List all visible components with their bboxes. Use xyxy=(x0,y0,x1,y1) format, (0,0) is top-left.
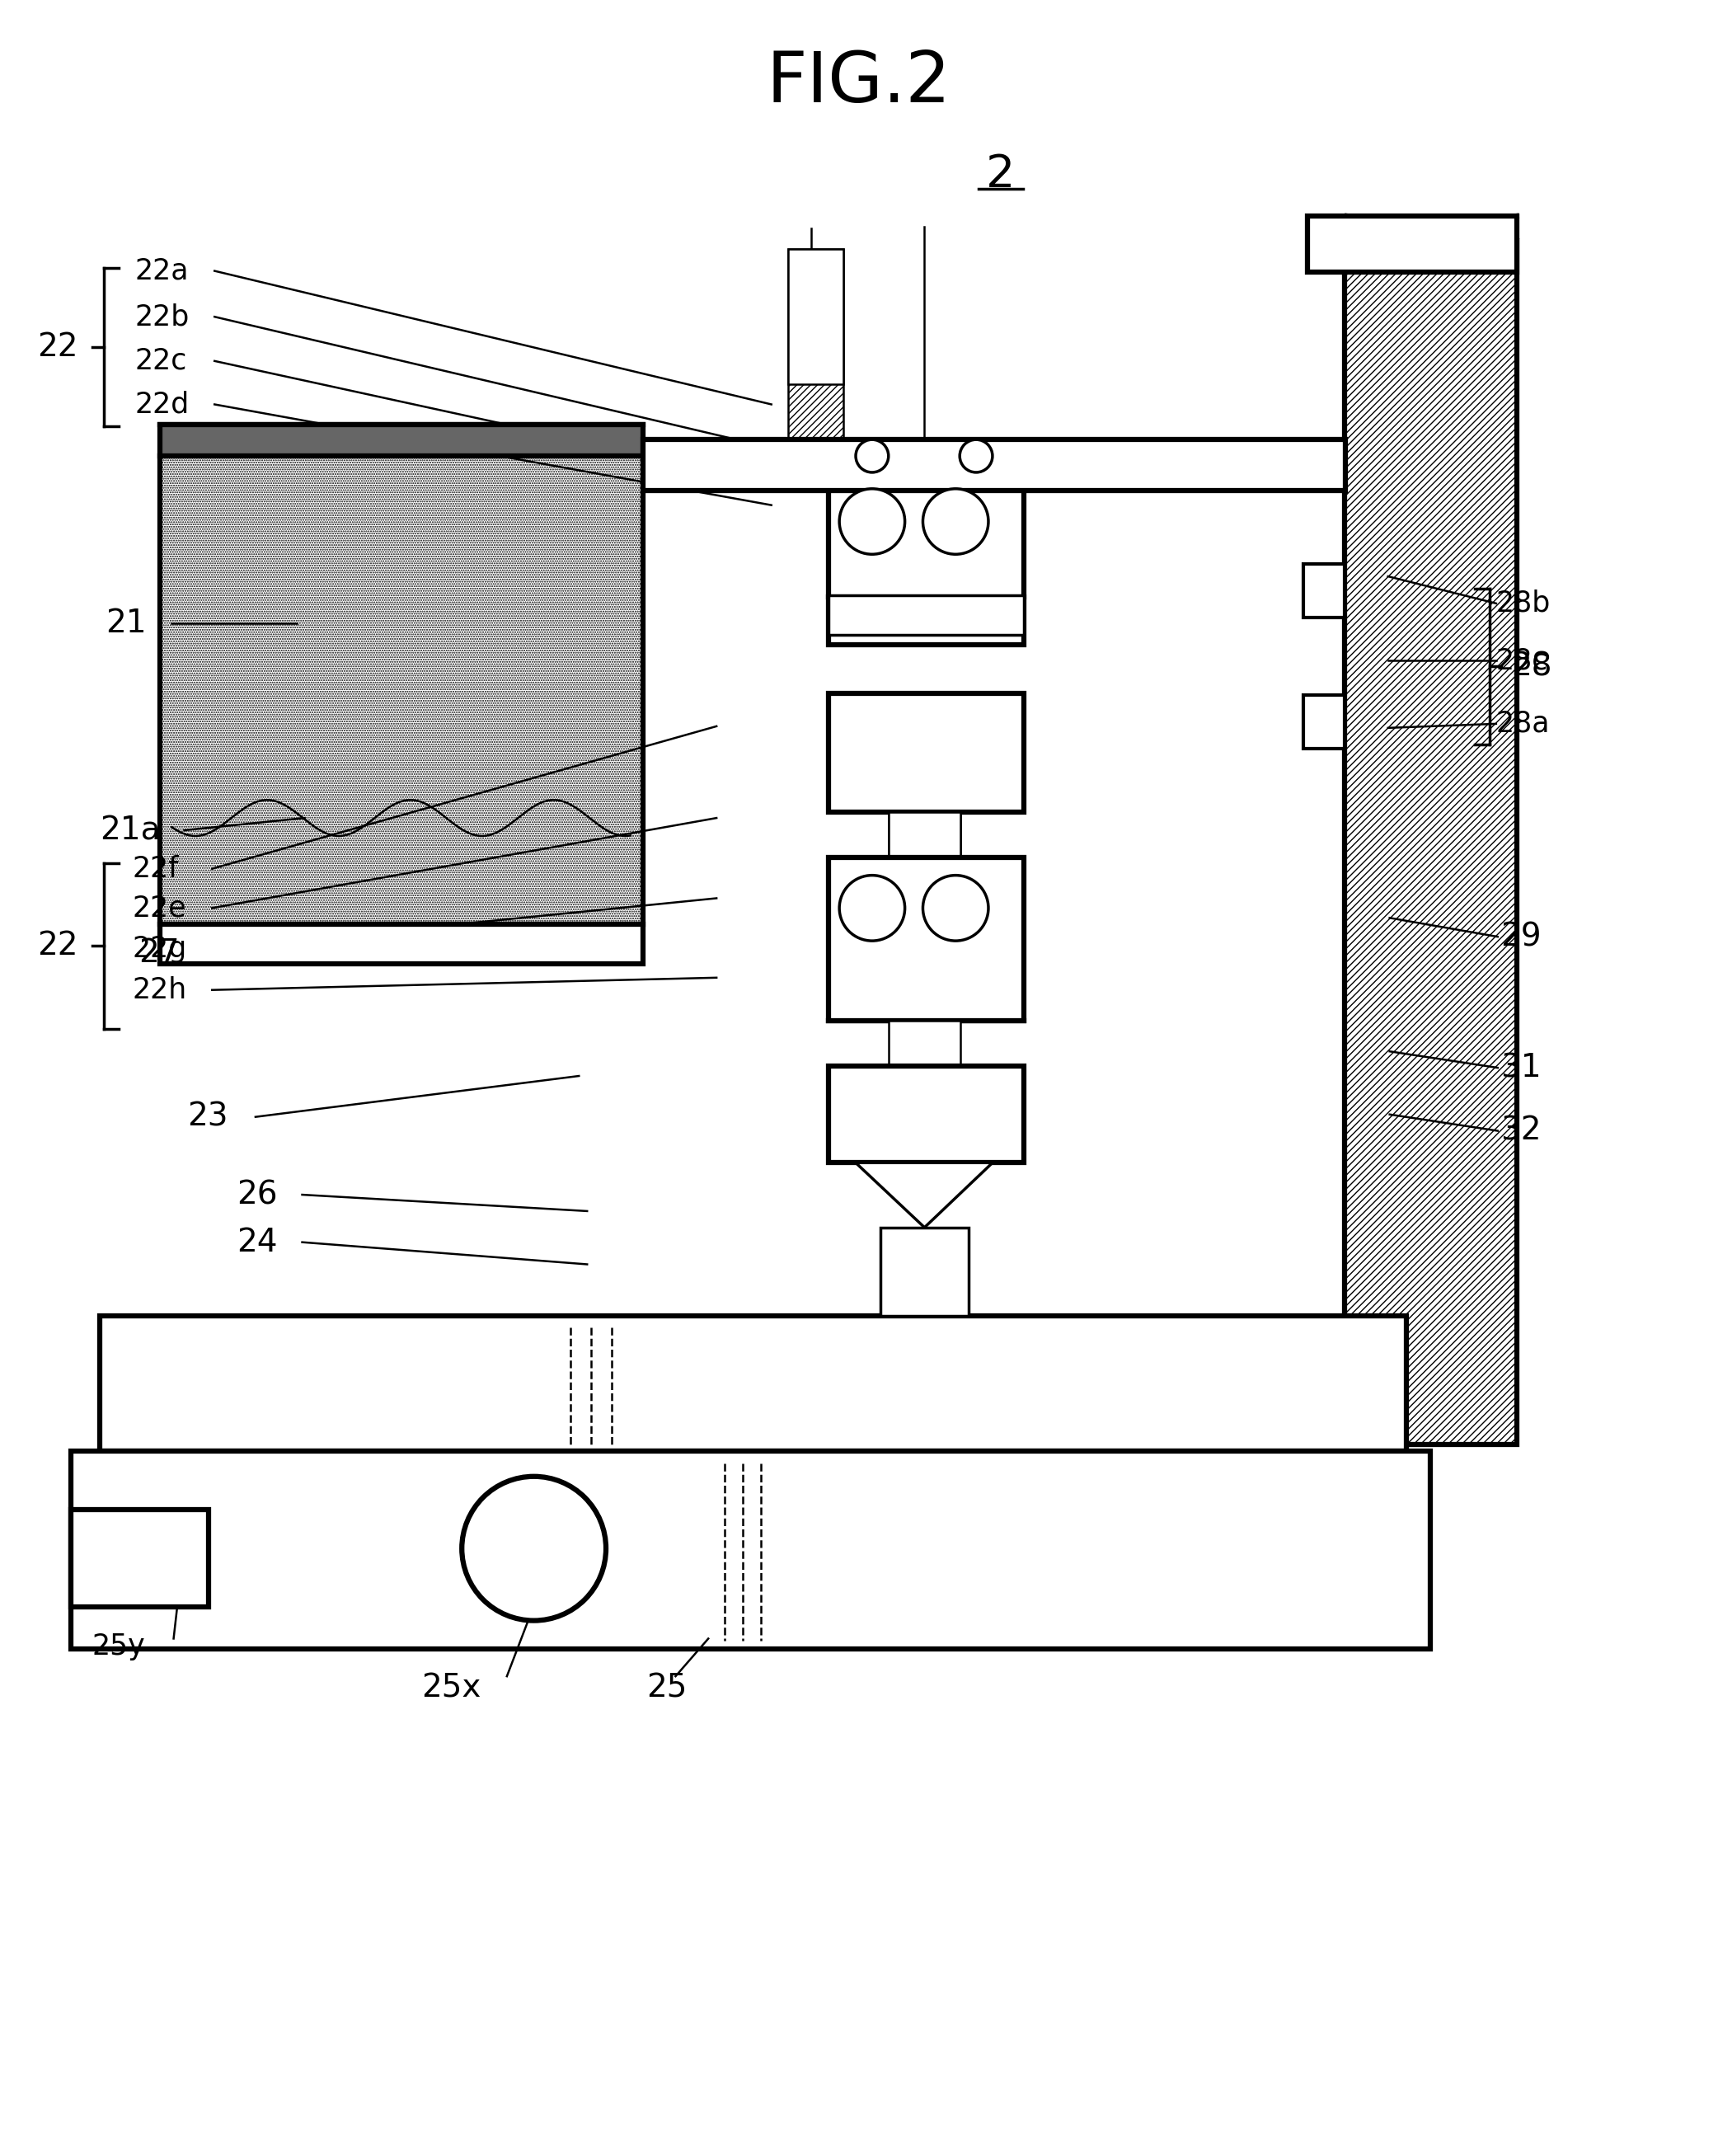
Text: 22d: 22d xyxy=(136,390,189,418)
Bar xyxy=(828,858,1024,1022)
Text: 22a: 22a xyxy=(136,257,189,285)
Text: 31: 31 xyxy=(1500,1052,1541,1084)
Bar xyxy=(828,595,1024,634)
Text: 28: 28 xyxy=(1510,651,1551,681)
Text: 28b: 28b xyxy=(1496,589,1551,617)
Circle shape xyxy=(462,1477,606,1621)
Text: 25y: 25y xyxy=(91,1632,144,1660)
Text: 22g: 22g xyxy=(132,936,187,964)
Polygon shape xyxy=(856,1162,993,1227)
Text: 23: 23 xyxy=(187,1102,228,1132)
Polygon shape xyxy=(789,248,844,489)
Text: 24: 24 xyxy=(237,1227,277,1257)
Text: 22b: 22b xyxy=(136,302,189,330)
Text: 28a: 28a xyxy=(1496,709,1550,737)
Bar xyxy=(1307,216,1517,272)
Circle shape xyxy=(856,440,888,472)
Bar xyxy=(160,455,643,925)
Text: 22: 22 xyxy=(36,332,77,362)
Bar xyxy=(100,1315,1405,1451)
Bar xyxy=(880,1227,969,1315)
Circle shape xyxy=(923,489,988,554)
Bar xyxy=(643,440,1345,489)
Bar xyxy=(1345,241,1517,1445)
Text: 25x: 25x xyxy=(421,1673,481,1703)
Circle shape xyxy=(923,875,988,940)
Bar xyxy=(828,694,1024,813)
Text: 29: 29 xyxy=(1500,921,1541,953)
Bar xyxy=(789,248,844,384)
Text: FIG.2: FIG.2 xyxy=(766,47,952,116)
Bar xyxy=(160,425,643,455)
Bar xyxy=(888,813,960,858)
Bar xyxy=(1304,694,1345,748)
Bar xyxy=(828,1065,1024,1162)
Text: 26: 26 xyxy=(237,1179,278,1210)
Circle shape xyxy=(840,489,905,554)
Text: 22h: 22h xyxy=(132,977,187,1005)
Text: 22e: 22e xyxy=(132,895,187,923)
Bar xyxy=(888,1022,960,1065)
Circle shape xyxy=(840,875,905,940)
Circle shape xyxy=(960,440,993,472)
Text: 28c: 28c xyxy=(1496,647,1548,675)
Text: 22: 22 xyxy=(36,929,77,962)
Bar xyxy=(1304,565,1345,617)
Text: 22c: 22c xyxy=(136,347,187,375)
Text: 27: 27 xyxy=(139,938,179,968)
Bar xyxy=(70,1509,210,1606)
Text: 32: 32 xyxy=(1500,1115,1541,1147)
Text: 25: 25 xyxy=(646,1673,687,1703)
Text: 22f: 22f xyxy=(132,854,179,882)
Text: 21: 21 xyxy=(105,608,146,638)
Bar xyxy=(160,925,643,964)
Text: 2: 2 xyxy=(986,153,1015,198)
Bar xyxy=(828,472,1024,645)
Bar xyxy=(70,1451,1431,1649)
Text: 21a: 21a xyxy=(100,815,160,845)
